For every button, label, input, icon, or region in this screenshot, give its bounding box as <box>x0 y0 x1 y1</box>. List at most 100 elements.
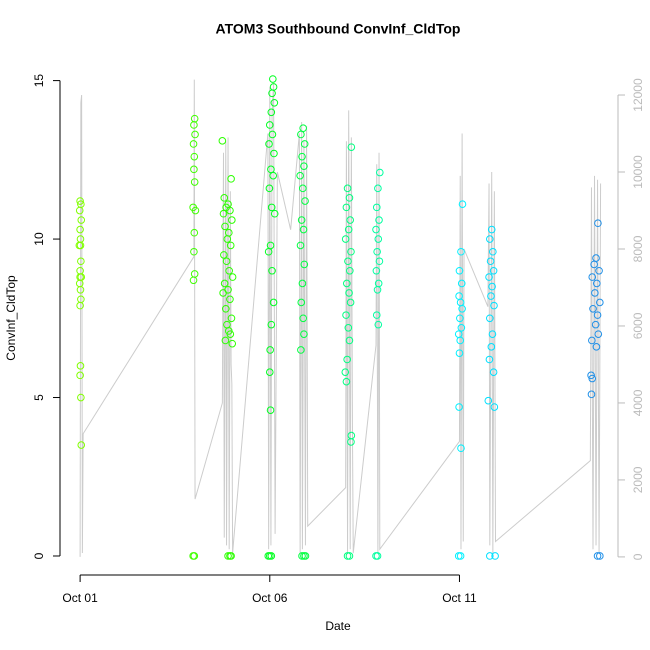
point <box>76 235 85 243</box>
point <box>484 396 493 405</box>
point <box>375 168 384 177</box>
point <box>457 279 466 288</box>
point <box>228 339 237 348</box>
point <box>343 184 352 193</box>
point <box>300 260 309 269</box>
chart-title: ATOM3 Southbound ConvInf_CldTop <box>216 21 461 37</box>
y-axis-label: ConvInf_CldTop <box>4 275 18 361</box>
point <box>341 235 350 243</box>
y-tick-label: 5 <box>32 394 46 401</box>
point <box>591 320 600 329</box>
point <box>268 266 276 275</box>
point <box>226 241 235 250</box>
point <box>223 235 232 243</box>
point <box>595 266 603 275</box>
point <box>485 273 493 281</box>
y2-tick-label: 0 <box>631 553 645 560</box>
point <box>593 311 602 319</box>
y2-tick-label: 10000 <box>631 155 645 189</box>
point <box>300 330 308 338</box>
point <box>375 257 384 266</box>
point <box>297 346 305 354</box>
point <box>226 206 234 215</box>
point <box>220 251 228 259</box>
point <box>456 552 465 560</box>
point <box>458 200 467 208</box>
point <box>485 355 494 364</box>
point <box>269 298 278 307</box>
point <box>455 403 463 411</box>
y-tick-label: 15 <box>32 74 46 88</box>
point <box>345 336 354 345</box>
point <box>190 165 198 174</box>
point <box>486 235 494 243</box>
point <box>588 336 596 345</box>
point <box>190 152 199 161</box>
point <box>487 225 496 234</box>
x-tick-label: Oct 01 <box>62 591 98 605</box>
point <box>76 225 84 234</box>
point <box>76 273 84 281</box>
point <box>190 178 199 186</box>
point <box>77 257 85 266</box>
point <box>267 108 276 117</box>
point <box>342 311 350 319</box>
point <box>373 247 381 256</box>
point <box>191 130 199 139</box>
point <box>220 279 229 288</box>
point <box>76 371 84 380</box>
point <box>454 552 463 560</box>
point <box>226 295 234 304</box>
point <box>487 292 495 300</box>
point <box>456 314 464 323</box>
point <box>265 121 274 129</box>
y2-tick-label: 12000 <box>631 78 645 112</box>
point <box>269 171 277 180</box>
point <box>342 279 351 288</box>
point <box>265 552 274 560</box>
point <box>267 203 276 212</box>
point <box>486 314 494 323</box>
point <box>268 89 276 98</box>
point <box>342 203 351 212</box>
point <box>300 140 309 148</box>
point <box>75 206 84 215</box>
point <box>267 552 276 560</box>
point <box>594 330 603 338</box>
point <box>224 552 232 560</box>
point <box>221 336 230 345</box>
point <box>345 552 354 560</box>
point <box>373 552 382 560</box>
point <box>490 301 498 310</box>
point <box>458 304 466 313</box>
y2-tick-label: 2000 <box>631 466 645 493</box>
point <box>592 279 601 288</box>
point <box>190 228 199 237</box>
point <box>341 368 350 376</box>
point <box>457 324 466 332</box>
point <box>374 184 382 193</box>
point <box>591 289 599 297</box>
point <box>298 184 307 193</box>
point <box>372 266 381 275</box>
y-tick-label: 10 <box>32 232 46 246</box>
point <box>342 377 351 386</box>
point <box>267 320 276 329</box>
point <box>588 374 597 383</box>
point <box>76 362 85 370</box>
point <box>587 390 596 399</box>
x-axis-label: Date <box>325 619 351 633</box>
point <box>491 552 499 560</box>
point <box>299 225 308 234</box>
point <box>300 162 308 170</box>
point <box>594 219 602 228</box>
point <box>588 273 597 281</box>
point <box>490 403 499 411</box>
point <box>220 194 229 202</box>
point <box>457 247 465 256</box>
point <box>301 552 310 560</box>
point <box>489 266 498 275</box>
point <box>372 311 381 319</box>
point <box>299 314 307 323</box>
